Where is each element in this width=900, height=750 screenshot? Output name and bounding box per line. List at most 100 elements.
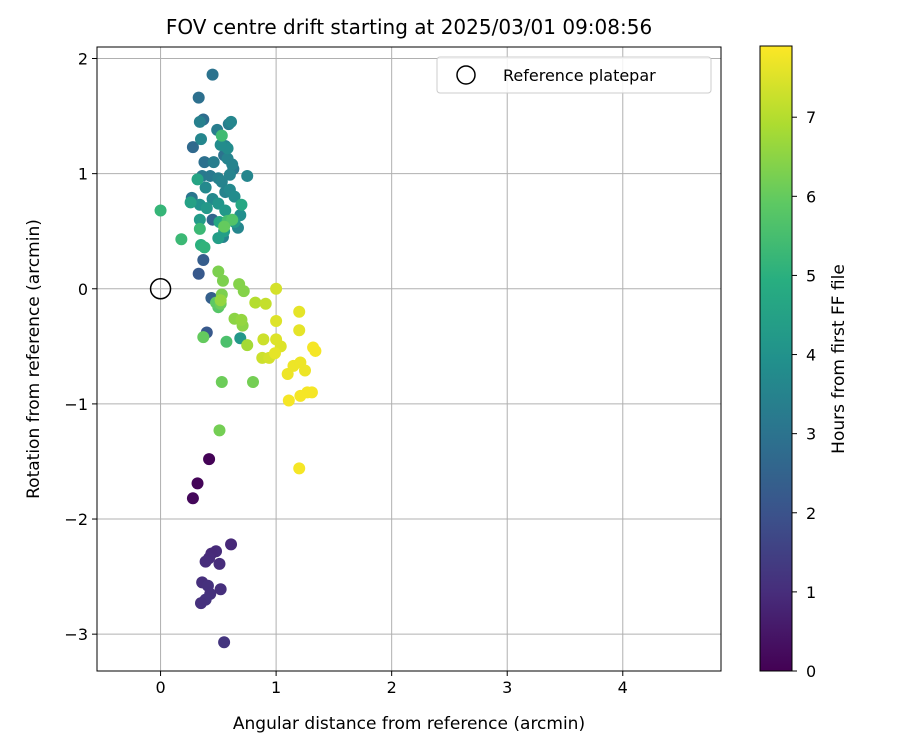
data-point <box>293 324 306 337</box>
data-point <box>309 344 322 357</box>
data-point <box>237 285 250 298</box>
colorbar-tick-label: 0 <box>806 662 816 681</box>
x-tick-label: 0 <box>155 678 165 697</box>
plot-background <box>97 47 721 671</box>
data-point <box>294 389 307 402</box>
legend-marker-icon <box>456 65 476 85</box>
data-point <box>215 376 228 389</box>
data-point <box>218 636 231 649</box>
data-point <box>203 453 216 466</box>
chart-title: FOV centre drift starting at 2025/03/01 … <box>166 15 652 39</box>
colorbar-tick-label: 4 <box>806 346 816 365</box>
data-point <box>199 181 212 194</box>
data-point <box>305 386 318 399</box>
colorbar-label: Hours from first FF file <box>829 264 849 454</box>
data-point <box>198 156 211 169</box>
data-point <box>259 297 272 310</box>
y-axis-ticks: −3 −2 −1 0 1 2 <box>64 50 97 644</box>
data-point <box>195 133 207 146</box>
x-axis-label: Angular distance from reference (arcmin) <box>233 714 585 734</box>
data-point <box>197 253 210 266</box>
data-point <box>197 331 210 344</box>
data-point <box>282 394 295 407</box>
data-point <box>226 213 239 226</box>
data-point <box>241 339 254 352</box>
data-point <box>257 333 270 346</box>
data-point <box>212 232 225 245</box>
y-tick-label: −1 <box>64 395 88 414</box>
x-tick-label: 2 <box>387 678 397 697</box>
data-point <box>218 220 231 233</box>
data-point <box>213 557 226 570</box>
data-point <box>235 198 248 211</box>
data-point <box>191 477 204 490</box>
data-point <box>198 241 211 254</box>
colorbar-tick-label: 6 <box>806 187 816 206</box>
data-point <box>193 213 206 226</box>
data-point <box>195 597 207 610</box>
data-point <box>214 138 227 151</box>
reference-marker <box>149 278 172 300</box>
data-point <box>191 173 204 186</box>
data-point <box>293 462 306 475</box>
colorbar-tick-label: 2 <box>806 504 816 523</box>
data-point <box>212 265 225 278</box>
data-point <box>199 555 212 568</box>
colorbar-tick-label: 3 <box>806 425 816 444</box>
data-point <box>270 315 283 328</box>
data-point <box>220 335 233 348</box>
data-point <box>200 202 213 215</box>
data-point <box>219 204 232 217</box>
y-tick-label: 2 <box>78 50 88 69</box>
data-point <box>186 141 199 154</box>
y-tick-label: −3 <box>64 625 88 644</box>
reference-point <box>149 278 172 300</box>
data-point <box>193 222 206 235</box>
data-point <box>293 305 306 318</box>
data-point <box>175 233 188 246</box>
colorbar-tick-label: 7 <box>806 108 816 127</box>
data-point <box>214 294 227 307</box>
grid <box>97 47 721 671</box>
data-point <box>184 196 197 209</box>
data-point <box>235 313 248 326</box>
data-point <box>268 347 281 360</box>
colorbar-tick-label: 5 <box>806 266 816 285</box>
data-point <box>214 583 227 596</box>
data-point <box>223 168 236 181</box>
colorbar <box>759 45 793 672</box>
colorbar-ticks: 0 1 2 3 4 5 6 7 <box>792 108 816 681</box>
data-point <box>225 538 238 551</box>
data-point <box>192 91 205 104</box>
y-axis-label: Rotation from reference (arcmin) <box>24 219 44 499</box>
data-point <box>228 190 241 203</box>
data-point <box>249 296 262 309</box>
x-tick-label: 1 <box>271 678 281 697</box>
data-point <box>225 115 238 128</box>
data-point <box>154 204 167 217</box>
colorbar-tick-label: 1 <box>806 583 816 602</box>
y-tick-label: 0 <box>78 280 88 299</box>
data-point <box>192 267 205 280</box>
data-point <box>299 364 311 377</box>
scatter-points <box>154 68 322 649</box>
data-point <box>247 376 259 389</box>
data-point <box>213 424 226 437</box>
legend: Reference platepar <box>436 56 712 94</box>
plot-frame <box>96 46 722 672</box>
y-tick-label: 1 <box>78 165 88 184</box>
data-point <box>241 169 254 182</box>
legend-box <box>436 56 712 94</box>
x-tick-label: 3 <box>502 678 512 697</box>
data-point <box>193 115 206 128</box>
data-point <box>216 274 229 287</box>
data-point <box>270 282 283 295</box>
data-point <box>206 68 219 81</box>
data-point <box>186 492 199 505</box>
y-tick-label: −2 <box>64 510 88 529</box>
data-point <box>215 129 228 142</box>
data-point <box>207 156 220 169</box>
data-point <box>226 158 239 171</box>
legend-label: Reference platepar <box>503 66 656 85</box>
